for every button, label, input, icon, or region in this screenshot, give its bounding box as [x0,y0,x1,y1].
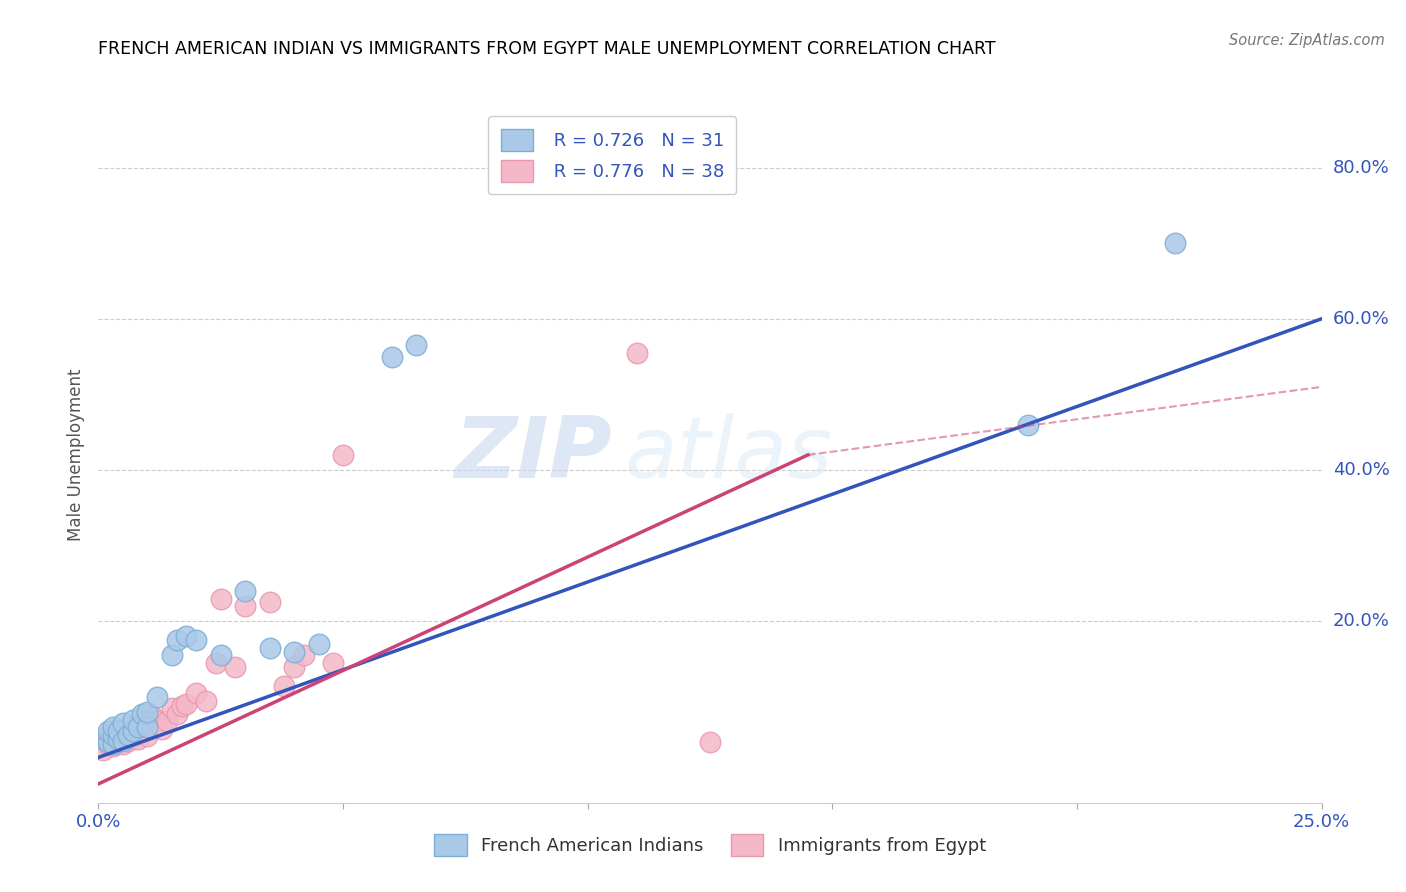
Point [101,739,124,753]
Legend: French American Indians, Immigrants from Egypt: French American Indians, Immigrants from… [427,827,993,863]
Point [121,719,143,733]
Point [107,723,129,738]
Point [146,714,169,728]
Point [117,733,139,747]
Point [111,737,134,751]
Point [160,648,183,663]
Point [626,346,648,360]
Point [273,679,295,693]
Point [308,637,330,651]
Point [209,648,232,663]
Text: 40.0%: 40.0% [1333,461,1389,479]
Text: atlas: atlas [624,413,832,497]
Point [136,729,159,743]
Point [150,722,173,736]
Text: FRENCH AMERICAN INDIAN VS IMMIGRANTS FROM EGYPT MALE UNEMPLOYMENT CORRELATION CH: FRENCH AMERICAN INDIAN VS IMMIGRANTS FRO… [98,40,995,58]
Point [101,720,124,734]
Point [259,640,281,655]
Point [141,708,163,723]
Point [195,694,218,708]
Point [176,698,198,712]
Point [101,723,124,738]
Point [136,720,159,734]
Point [209,591,232,606]
Point [259,595,281,609]
Point [166,706,188,721]
Point [97,737,120,751]
Point [91,731,114,746]
Point [160,701,183,715]
Point [283,659,305,673]
Point [283,644,305,658]
Point [322,656,344,670]
Text: 80.0%: 80.0% [1333,159,1389,177]
Point [1164,236,1187,251]
Point [91,743,114,757]
Point [97,735,120,749]
Point [176,629,198,643]
Point [156,714,179,728]
Point [97,729,120,743]
Point [97,723,120,738]
Point [1017,417,1039,432]
Point [107,723,129,738]
Point [121,729,143,743]
Point [107,731,129,746]
Point [170,698,193,713]
Point [405,338,427,352]
Point [111,716,134,731]
Point [233,584,256,599]
Point [332,448,354,462]
Point [146,690,169,704]
Point [131,706,153,721]
Point [111,733,134,747]
Y-axis label: Male Unemployment: Male Unemployment [66,368,84,541]
Text: Source: ZipAtlas.com: Source: ZipAtlas.com [1229,33,1385,48]
Point [127,720,149,734]
Point [224,659,246,673]
Point [121,723,143,738]
Point [101,737,124,751]
Text: ZIP: ZIP [454,413,612,497]
Point [117,728,139,742]
Point [381,350,404,364]
Point [131,719,153,733]
Point [186,686,208,700]
Point [292,648,315,663]
Point [121,713,143,727]
Point [136,705,159,719]
Point [166,633,188,648]
Point [111,722,134,736]
Text: 20.0%: 20.0% [1333,612,1389,631]
Point [107,735,129,749]
Point [205,656,228,670]
Point [233,599,256,614]
Point [127,731,149,746]
Point [136,711,159,725]
Point [186,633,208,648]
Point [101,728,124,742]
Point [699,735,721,749]
Text: 60.0%: 60.0% [1333,310,1389,327]
